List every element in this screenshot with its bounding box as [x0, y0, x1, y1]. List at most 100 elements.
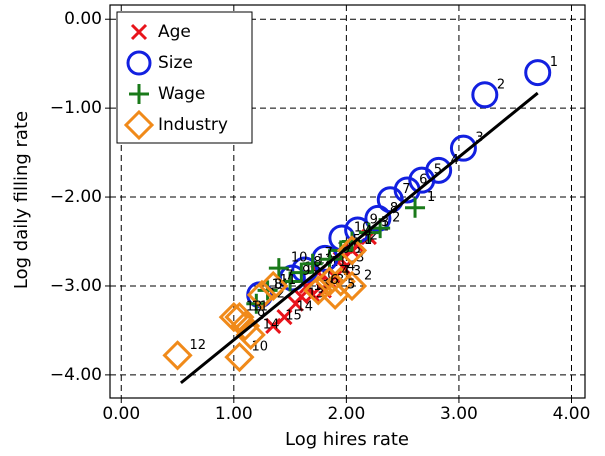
marker-shape [319, 249, 340, 270]
point [257, 280, 278, 301]
point [287, 295, 304, 312]
legend-marker [126, 50, 152, 76]
point [314, 266, 345, 297]
point-label: 7 [325, 246, 333, 261]
point-label: 2 [392, 211, 400, 226]
point [265, 317, 282, 335]
point-label: 5 [347, 277, 355, 292]
marker-shape [235, 319, 266, 350]
point-label: 4 [341, 264, 349, 279]
point-label: 1 [427, 190, 435, 205]
marker-shape [524, 59, 552, 87]
marker-shape [405, 197, 426, 218]
marker-shape [130, 23, 148, 41]
point-label: 1 [364, 233, 372, 248]
legend-label: Size [158, 53, 193, 73]
point-label: 2 [370, 228, 378, 243]
point-label: 12 [190, 338, 207, 353]
marker-shape [265, 317, 282, 335]
marker-shape [303, 275, 334, 306]
y-tick-label: −4.00 [50, 365, 102, 385]
y-tick-label: −1.00 [50, 98, 102, 118]
marker-shape [268, 258, 289, 279]
point [408, 166, 436, 194]
marker-shape [162, 340, 193, 371]
marker-shape [471, 81, 499, 109]
point [218, 301, 249, 333]
point-label: 6 [330, 273, 338, 288]
marker-shape [258, 270, 289, 302]
point-label: 5 [353, 242, 361, 257]
point [319, 249, 340, 270]
point [303, 275, 334, 306]
point [246, 279, 278, 310]
legend-label: Age [158, 22, 191, 42]
point [302, 253, 323, 274]
point-label: 9 [302, 264, 310, 279]
point [258, 270, 289, 302]
marker-shape [126, 50, 152, 76]
x-tick-label: 0.00 [102, 404, 140, 424]
marker-shape [302, 253, 323, 274]
point-label: 8 [313, 255, 321, 270]
marker-shape [246, 279, 278, 310]
point [162, 340, 193, 371]
point-label: 1 [550, 55, 558, 70]
point [291, 262, 312, 283]
marker-shape [287, 295, 304, 312]
point [319, 279, 351, 310]
marker-shape [278, 264, 306, 292]
point-label: 14 [296, 300, 313, 315]
point [235, 319, 266, 350]
point-label: 7 [402, 182, 410, 197]
point [224, 341, 255, 373]
point-label: 3 [475, 131, 483, 146]
marker-shape [325, 266, 356, 297]
point-label: 5 [434, 163, 442, 178]
legend-marker [130, 23, 148, 41]
fit-line [179, 91, 539, 385]
point-label: 3 [356, 251, 364, 266]
marker-shape [449, 134, 477, 162]
point-label: 3 [381, 215, 389, 230]
point [449, 134, 477, 162]
point-label: 11 [251, 300, 268, 315]
y-axis-label: Log daily filling rate [11, 111, 32, 289]
point-label: 7 [285, 268, 293, 283]
point [471, 81, 499, 109]
legend-label: Wage [158, 84, 205, 104]
point-label: 15 [285, 308, 302, 323]
point [405, 197, 426, 218]
marker-shape [291, 262, 312, 283]
marker-shape [129, 84, 149, 104]
marker-shape [218, 301, 249, 333]
marker-shape [319, 279, 351, 310]
point [278, 264, 306, 292]
marker-shape [408, 166, 436, 194]
point-label: 9 [370, 212, 378, 227]
point-label: 10 [251, 340, 268, 355]
marker-shape [257, 280, 278, 301]
point-label: 9 [325, 277, 333, 292]
point-label: 6 [419, 172, 427, 187]
marker-shape [358, 222, 379, 243]
point-label: 2 [497, 77, 505, 92]
point [358, 222, 379, 243]
point [276, 309, 293, 326]
marker-shape [276, 309, 293, 326]
y-tick-label: −3.00 [50, 276, 102, 296]
point-label: 4 [347, 260, 355, 275]
y-tick-label: −2.00 [50, 187, 102, 207]
point [342, 231, 363, 252]
marker-shape [123, 109, 155, 141]
point-label: 8 [274, 277, 282, 292]
x-tick-label: 4.00 [553, 404, 591, 424]
point-label: 2 [364, 268, 372, 283]
marker-shape [314, 266, 345, 297]
point-label: 13 [246, 300, 263, 315]
point [229, 310, 261, 342]
point [268, 258, 289, 279]
x-tick-label: 1.00 [215, 404, 253, 424]
legend-marker [123, 109, 155, 141]
